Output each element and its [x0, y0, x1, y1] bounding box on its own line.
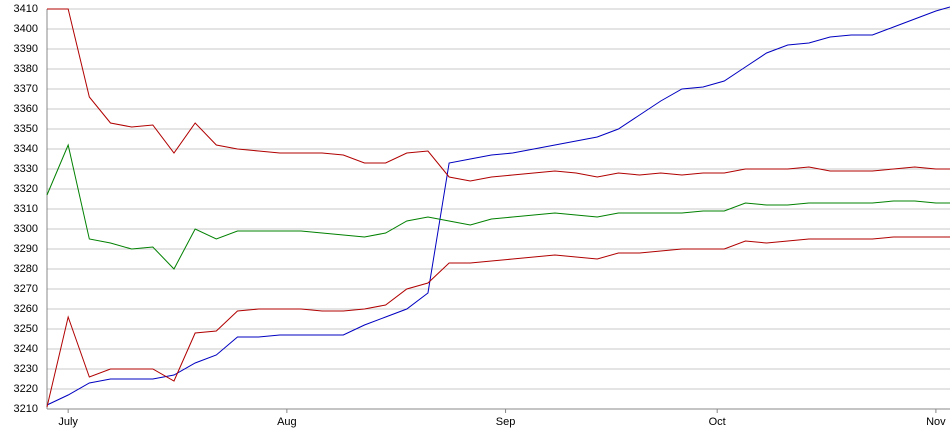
line-series — [46, 236, 950, 408]
x-tick-label: Aug — [277, 416, 297, 428]
y-tick-label: 3210 — [14, 403, 38, 415]
line-series — [46, 143, 950, 270]
y-tick-label: 3220 — [14, 383, 38, 395]
line-series — [47, 8, 950, 182]
y-tick-label: 3370 — [14, 83, 38, 95]
y-tick-label: 3260 — [14, 303, 38, 315]
line-series — [46, 6, 950, 406]
y-tick-label: 3250 — [14, 323, 38, 335]
y-tick-label: 3340 — [14, 143, 38, 155]
x-tick-label: July — [58, 416, 78, 428]
y-tick-label: 3410 — [14, 3, 38, 15]
x-tick-label: Oct — [709, 416, 726, 428]
y-tick-label: 3320 — [14, 183, 38, 195]
y-tick-label: 3280 — [14, 263, 38, 275]
y-tick-label: 3310 — [14, 203, 38, 215]
y-tick-label: 3360 — [14, 103, 38, 115]
y-tick-label: 3230 — [14, 363, 38, 375]
y-tick-label: 3240 — [14, 343, 38, 355]
y-tick-label: 3380 — [14, 63, 38, 75]
x-tick-label: Sep — [496, 416, 516, 428]
y-tick-label: 3330 — [14, 163, 38, 175]
y-tick-label: 3270 — [14, 283, 38, 295]
y-tick-label: 3290 — [14, 243, 38, 255]
x-tick-label: Nov — [926, 416, 946, 428]
y-tick-label: 3300 — [14, 223, 38, 235]
y-tick-label: 3350 — [14, 123, 38, 135]
y-tick-label: 3400 — [14, 23, 38, 35]
y-tick-label: 3390 — [14, 43, 38, 55]
